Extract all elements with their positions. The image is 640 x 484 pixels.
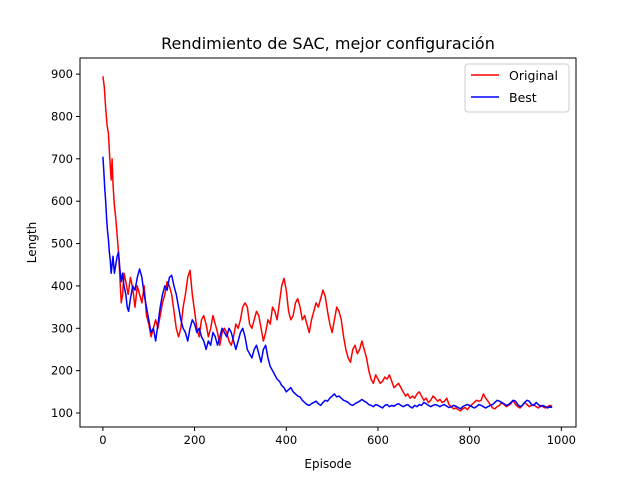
series-layer xyxy=(102,76,553,412)
x-axis-ticks: 0 200 400 600 800 1000 xyxy=(99,427,576,447)
x-tick-label: 800 xyxy=(459,433,481,447)
legend-label-original: Original xyxy=(509,68,558,83)
legend: Original Best xyxy=(464,63,570,113)
x-tick-label: 400 xyxy=(275,433,297,447)
x-axis-label: Episode xyxy=(304,457,351,471)
y-tick-label: 700 xyxy=(51,152,73,166)
y-tick-label: 900 xyxy=(51,67,73,81)
y-tick-label: 200 xyxy=(51,364,73,378)
y-tick-label: 100 xyxy=(51,406,73,420)
legend-label-best: Best xyxy=(509,90,537,105)
series-line-original xyxy=(102,76,553,412)
y-tick-label: 300 xyxy=(51,321,73,335)
y-tick-label: 500 xyxy=(51,237,73,251)
legend-box xyxy=(464,63,570,113)
series-line-best xyxy=(102,156,553,410)
x-tick-label: 200 xyxy=(184,433,206,447)
x-tick-label: 0 xyxy=(99,433,106,447)
y-axis-ticks: 100 200 300 400 500 600 700 800 900 xyxy=(51,67,80,420)
y-axis-label: Length xyxy=(25,222,39,263)
plot-frame xyxy=(79,57,577,428)
y-tick-label: 400 xyxy=(51,279,73,293)
x-tick-label: 1000 xyxy=(547,433,576,447)
y-tick-label: 600 xyxy=(51,194,73,208)
chart-title: Rendimiento de SAC, mejor configuración xyxy=(161,34,495,53)
x-tick-label: 600 xyxy=(367,433,389,447)
y-tick-label: 800 xyxy=(51,109,73,123)
